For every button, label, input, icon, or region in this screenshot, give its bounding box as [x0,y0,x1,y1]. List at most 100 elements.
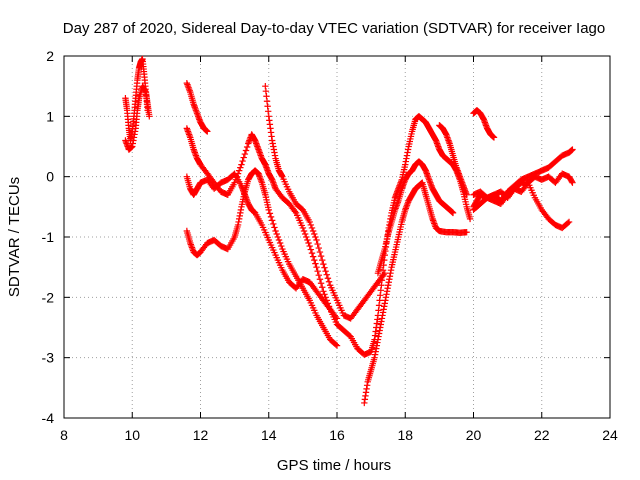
x-tick-label: 10 [124,427,140,443]
x-tick-label: 14 [261,427,277,443]
data-point [463,191,470,198]
data-point [324,275,332,282]
data-point [266,210,274,217]
data-point [381,270,388,277]
series-arc-n [470,179,573,232]
data-point [317,252,325,260]
data-point [278,242,285,250]
data-point [268,217,276,224]
data-point [466,215,474,223]
data-point [303,233,310,241]
x-tick-label: 20 [466,427,482,443]
y-axis-label: SDTVAR / TECUs [6,177,23,297]
series-arc-g [262,82,388,322]
x-tick-label: 22 [534,427,550,443]
data-point [237,164,244,171]
chart-title: Day 287 of 2020, Sidereal Day-to-day VTE… [63,20,605,37]
data-point [304,236,311,244]
data-point [235,167,243,174]
data-point [333,342,341,349]
data-point [490,134,498,141]
data-point [565,218,573,226]
data-point [311,230,318,238]
data-point [332,341,340,348]
data-point [305,239,312,247]
data-point [325,278,333,285]
data-point [316,248,324,256]
data-point [320,260,327,268]
data-point [317,280,325,287]
series-arc-b [122,82,151,153]
data-point [272,227,279,235]
data-point [320,288,327,295]
data-point [332,313,340,321]
data-point [275,236,283,244]
data-point [144,107,151,114]
x-tick-label: 24 [602,427,618,443]
data-point [321,291,328,298]
y-tick-label: -3 [42,350,55,366]
data-point [319,284,326,291]
x-tick-label: 16 [329,427,345,443]
data-point [238,161,245,168]
data-point [267,213,275,221]
data-point [312,233,319,241]
x-tick-labels: 8 10 12 14 16 18 20 22 24 [60,427,618,443]
data-point [314,267,321,275]
data-point [308,249,316,257]
data-point [313,236,320,244]
series-arc-c [183,79,211,135]
data-point [291,208,299,215]
series-arc-j [436,122,470,198]
data-point [309,227,317,235]
data-point [311,256,318,264]
axis-ticks [63,55,611,419]
data-point [276,239,284,247]
data-point [300,227,308,235]
data-point [315,272,322,279]
x-tick-label: 8 [60,427,68,443]
data-point [307,221,315,229]
y-tick-label: 0 [46,169,54,185]
series-arc-h [361,179,470,407]
x-axis-label: GPS time / hours [277,457,391,474]
data-point [243,143,251,151]
data-point [240,154,247,161]
x-tick-label: 12 [193,427,209,443]
series-arc-f [183,167,341,349]
data-point [309,253,317,260]
data-point [314,240,321,248]
data-point [321,264,328,271]
data-marks [122,55,576,407]
data-point [564,219,572,227]
data-point [315,244,322,252]
data-point [265,206,272,214]
data-point [463,228,470,236]
data-point [204,128,211,135]
data-point [323,271,330,278]
y-tick-label: -1 [42,229,55,245]
data-point [319,256,326,264]
data-point [274,233,282,241]
y-tick-label: 1 [46,108,54,124]
data-point [270,220,277,228]
data-point [569,146,576,153]
data-point [306,218,313,226]
data-point [333,315,341,322]
x-tick-label: 18 [397,427,413,443]
data-point [449,209,457,217]
data-point [231,179,238,186]
y-tick-label: -2 [42,289,55,305]
data-point [242,147,250,154]
data-point [271,224,278,231]
series-arc-k [470,107,498,141]
data-point [273,230,280,238]
y-tick-labels: 2 1 0 -1 -2 -3 -4 [42,48,55,426]
data-point [380,271,387,278]
data-point [306,242,313,250]
data-point [569,179,576,186]
data-point [146,113,153,120]
data-point [313,263,320,271]
data-point [241,150,249,158]
